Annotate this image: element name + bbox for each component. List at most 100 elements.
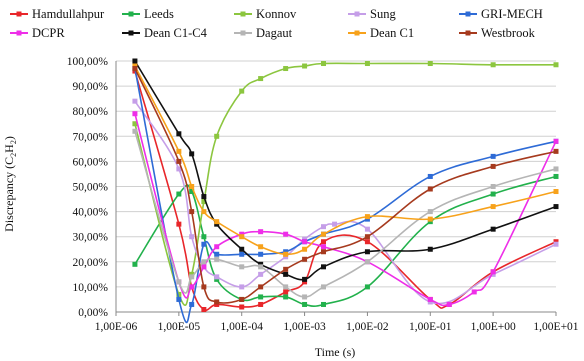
- data-point: [132, 66, 138, 72]
- data-point: [364, 234, 370, 240]
- legend-item-konnov: Konnov: [234, 7, 297, 21]
- data-point: [302, 294, 308, 300]
- y-tick-label: 20,00%: [73, 257, 109, 269]
- legend-swatch-marker: [16, 11, 22, 17]
- data-point: [364, 214, 370, 220]
- legend-label: DCPR: [32, 26, 65, 40]
- data-point: [283, 284, 289, 290]
- legend-label: Hamdullahpur: [32, 7, 105, 21]
- legend-swatch-marker: [354, 11, 360, 17]
- data-point: [427, 209, 433, 215]
- legend-item-dcpr: DCPR: [10, 26, 65, 40]
- data-point: [553, 239, 559, 245]
- data-point: [258, 244, 264, 250]
- series-dagaut: [132, 128, 559, 300]
- data-point: [239, 251, 245, 257]
- data-point: [239, 234, 245, 240]
- data-point: [189, 184, 195, 189]
- data-point: [320, 61, 326, 67]
- data-point: [427, 186, 433, 192]
- legend-swatch-marker: [128, 30, 134, 36]
- data-point: [132, 121, 138, 127]
- data-point: [302, 301, 308, 307]
- data-point: [364, 239, 370, 245]
- data-point: [132, 58, 138, 64]
- data-point: [553, 148, 559, 154]
- legend-swatch-marker: [16, 30, 22, 36]
- data-point: [302, 63, 308, 69]
- data-point: [320, 231, 326, 237]
- data-point: [320, 264, 326, 270]
- series-dean-c1-c4: [132, 58, 559, 282]
- data-point: [471, 289, 477, 295]
- data-point: [427, 173, 433, 179]
- series-dean-c1: [132, 63, 559, 257]
- data-point: [214, 301, 220, 307]
- data-point: [283, 294, 289, 300]
- legend-swatch-marker: [240, 11, 246, 17]
- legend-swatch-marker: [240, 30, 246, 36]
- data-point: [553, 138, 559, 144]
- data-point: [364, 216, 370, 222]
- data-point: [490, 184, 496, 189]
- y-tick-label: 10,00%: [73, 282, 109, 294]
- x-tick-label: 1,00E+01: [533, 321, 578, 333]
- data-point: [239, 246, 245, 252]
- data-point: [258, 261, 264, 267]
- x-tick-label: 1,00E-03: [283, 321, 326, 333]
- data-point: [258, 271, 264, 277]
- data-point: [490, 191, 496, 197]
- data-point: [364, 226, 370, 232]
- data-point: [258, 229, 264, 235]
- data-point: [214, 221, 220, 227]
- legend-item-hamdullahpur: Hamdullahpur: [10, 7, 105, 21]
- data-point: [283, 254, 289, 260]
- data-point: [490, 226, 496, 232]
- data-point: [553, 62, 559, 68]
- data-point: [427, 296, 433, 302]
- data-point: [364, 249, 370, 255]
- data-point: [176, 291, 182, 297]
- data-point: [214, 299, 220, 305]
- data-point: [239, 304, 245, 310]
- x-tick-label: 1,00E-04: [220, 321, 263, 333]
- axes: 0,00% 10,00% 20,00% 30,00% 40,00% 50,00% 60,00…: [67, 56, 579, 333]
- data-point: [132, 111, 138, 117]
- data-point: [176, 296, 182, 302]
- legend-swatch-marker: [128, 11, 134, 17]
- data-point: [490, 269, 496, 275]
- legend-label: Konnov: [256, 7, 297, 21]
- data-point: [189, 284, 195, 290]
- data-point: [132, 261, 138, 267]
- data-point: [214, 133, 220, 139]
- series-dcpr: [132, 111, 559, 307]
- legend-label: Dean C1: [370, 26, 414, 40]
- legend-label: Leeds: [144, 7, 174, 21]
- legend-label: Dean C1-C4: [144, 26, 208, 40]
- data-point: [283, 266, 289, 272]
- data-point: [490, 204, 496, 210]
- data-point: [302, 246, 308, 252]
- legend-label: Westbrook: [481, 26, 536, 40]
- data-point: [176, 191, 182, 197]
- x-tick-label: 1,00E-01: [409, 321, 452, 333]
- y-tick-label: 90,00%: [73, 81, 109, 93]
- data-point: [320, 284, 326, 290]
- series-layer: [132, 58, 559, 324]
- data-point: [490, 271, 496, 277]
- data-point: [189, 301, 195, 307]
- data-point: [176, 158, 182, 164]
- legend-item-gri-mech: GRI-MECH: [459, 7, 543, 21]
- data-point: [320, 301, 326, 307]
- data-point: [258, 294, 264, 300]
- legend-label: Sung: [370, 7, 396, 21]
- data-point: [427, 219, 433, 225]
- data-point: [176, 221, 182, 227]
- data-point: [214, 244, 220, 250]
- data-point: [239, 284, 245, 290]
- legend-label: GRI-MECH: [481, 7, 543, 21]
- data-point: [201, 234, 207, 240]
- data-point: [201, 194, 207, 200]
- data-point: [239, 231, 245, 237]
